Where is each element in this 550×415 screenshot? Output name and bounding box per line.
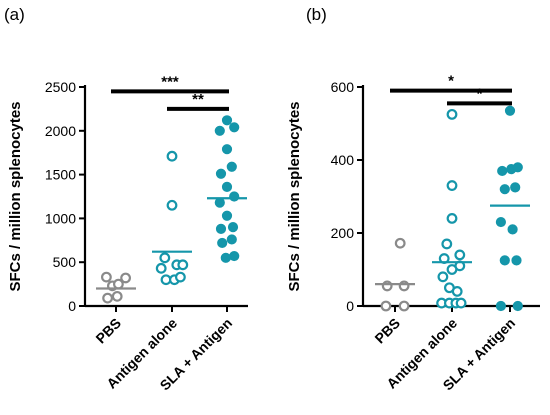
data-point — [446, 180, 458, 191]
panel-label: (b) — [306, 5, 327, 24]
y-tick-label: 1500 — [45, 167, 76, 183]
y-tick-label: 0 — [346, 298, 354, 314]
data-point — [159, 252, 171, 264]
data-point — [102, 292, 113, 304]
data-point — [398, 300, 410, 312]
y-tick-label: 600 — [331, 79, 355, 95]
panel-b: (b) SFCs / million splenocytes 0 200 400 600 P… — [286, 5, 540, 393]
data-point — [227, 222, 239, 233]
significance-label: * — [477, 85, 483, 102]
x-tick-label: PBS — [371, 315, 403, 347]
data-point — [495, 300, 506, 312]
y-axis-title: SFCs / million splenocytes — [7, 101, 24, 291]
data-point — [166, 150, 178, 162]
data-point — [446, 212, 458, 224]
data-point — [441, 238, 453, 250]
data-point — [221, 115, 233, 126]
data-point — [446, 264, 458, 275]
panel-a: (a) SFCs / million splenocytes 0 500 1000 150… — [4, 5, 248, 393]
x-tick-label: PBS — [92, 315, 124, 347]
panel-label: (a) — [4, 5, 25, 24]
data-point — [226, 161, 237, 172]
data-point — [229, 191, 240, 202]
data-point — [226, 234, 237, 245]
data-point — [497, 165, 508, 177]
data-point — [221, 210, 233, 221]
data-point — [215, 168, 227, 179]
significance-label: ** — [192, 91, 204, 108]
data-point — [495, 216, 506, 228]
data-point — [504, 105, 516, 116]
y-tick-label: 200 — [331, 225, 355, 241]
data-point — [215, 223, 227, 235]
y-tick-label: 1000 — [45, 210, 76, 226]
data-point — [229, 122, 240, 133]
data-point — [499, 255, 510, 266]
y-tick-label: 2500 — [45, 79, 76, 95]
data-point — [437, 271, 449, 283]
data-point — [398, 280, 410, 292]
data-point — [155, 262, 167, 274]
data-point — [512, 162, 523, 173]
data-point — [100, 271, 112, 283]
data-point — [214, 125, 225, 136]
data-point — [214, 197, 225, 208]
data-point — [217, 237, 228, 249]
data-point — [455, 297, 467, 309]
data-point — [512, 300, 523, 312]
data-point — [451, 286, 463, 297]
data-point — [510, 182, 521, 193]
significance-label: * — [448, 73, 454, 90]
data-point — [394, 237, 406, 249]
significance-label: *** — [161, 73, 179, 90]
data-point — [499, 184, 510, 195]
y-axis-title: SFCs / million splenocytes — [286, 101, 303, 291]
y-tick-label: 2000 — [45, 123, 76, 139]
data-point — [454, 249, 466, 261]
data-point — [511, 255, 522, 266]
data-point — [166, 199, 178, 211]
data-point — [111, 290, 123, 302]
data-point — [177, 259, 189, 271]
y-tick-label: 500 — [53, 254, 77, 270]
y-tick-label: 400 — [331, 152, 355, 168]
data-point — [507, 224, 518, 235]
data-point — [220, 252, 231, 263]
data-point — [174, 271, 186, 283]
data-point — [446, 108, 458, 120]
data-point — [229, 250, 240, 262]
data-point — [221, 144, 233, 155]
data-point — [120, 272, 131, 284]
y-tick-label: 0 — [68, 298, 76, 314]
data-point — [221, 181, 233, 192]
data-point — [381, 280, 393, 292]
data-point — [380, 300, 392, 312]
